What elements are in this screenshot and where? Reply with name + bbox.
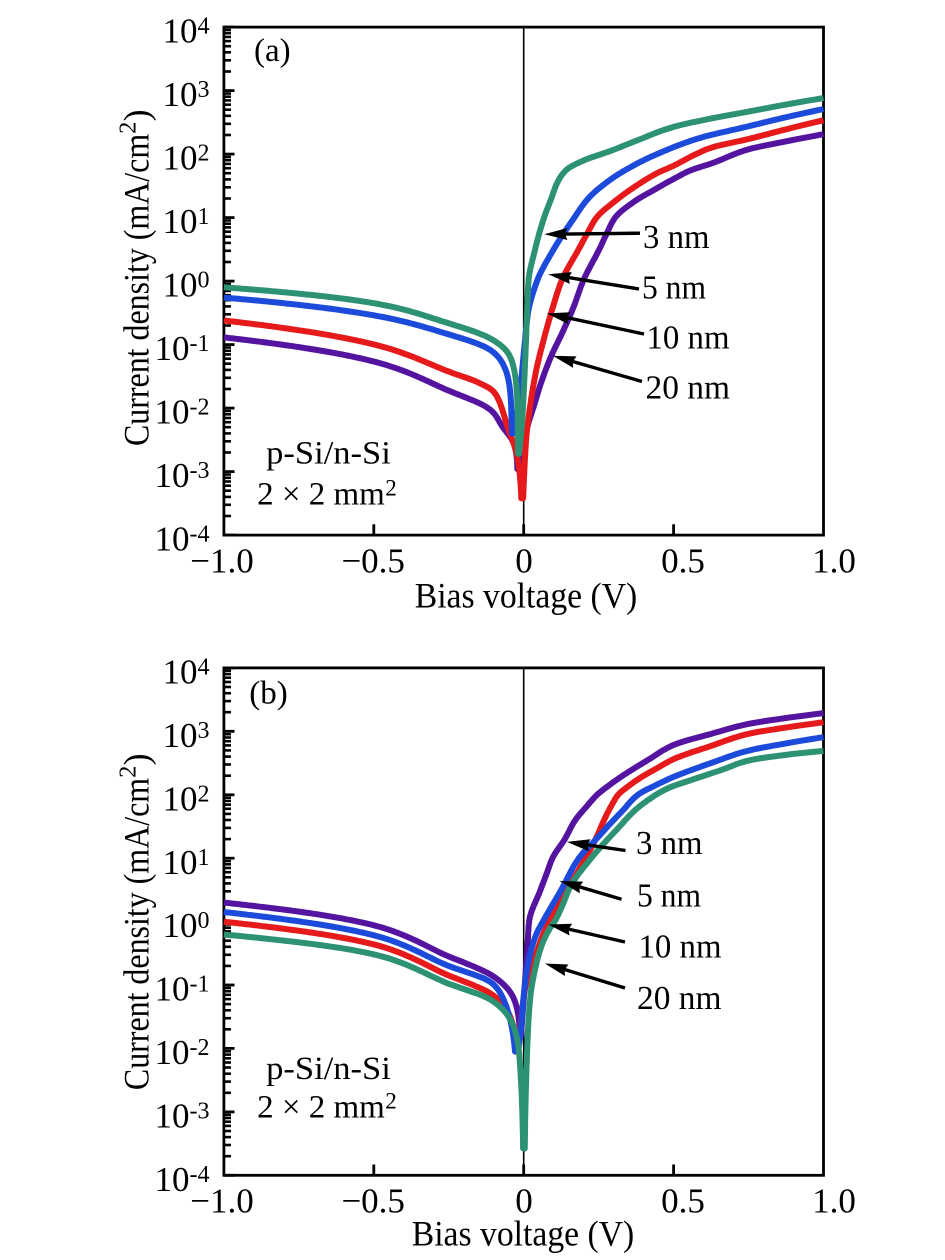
svg-text:(b): (b)	[249, 675, 287, 711]
svg-text:1.0: 1.0	[812, 542, 856, 581]
svg-text:2: 2	[115, 122, 142, 134]
svg-text:2: 2	[385, 475, 397, 500]
svg-text:3 nm: 3 nm	[636, 825, 703, 862]
svg-text:p-Si/n-Si: p-Si/n-Si	[266, 1051, 391, 1087]
svg-text:10-1: 10-1	[155, 970, 210, 1009]
svg-text:10 nm: 10 nm	[639, 929, 722, 966]
svg-text:Current density (mA/cm: Current density (mA/cm	[117, 134, 157, 446]
svg-text:−1.0: −1.0	[190, 1182, 254, 1221]
svg-text:Bias voltage (V): Bias voltage (V)	[412, 1213, 635, 1253]
svg-text:0.5: 0.5	[661, 542, 705, 581]
svg-text:−0.5: −0.5	[341, 542, 405, 581]
svg-text:0: 0	[515, 1182, 533, 1221]
svg-text:1.0: 1.0	[812, 1182, 856, 1221]
svg-text:20 nm: 20 nm	[637, 980, 722, 1017]
svg-text:20 nm: 20 nm	[646, 369, 731, 406]
svg-text:2 × 2 mm: 2 × 2 mm	[257, 476, 385, 512]
svg-text:Bias voltage (V): Bias voltage (V)	[415, 576, 638, 616]
svg-text:101: 101	[163, 202, 210, 241]
svg-text:2 × 2 mm: 2 × 2 mm	[257, 1089, 385, 1125]
svg-text:10 nm: 10 nm	[647, 320, 730, 357]
svg-text:−1.0: −1.0	[190, 542, 254, 581]
svg-text:): )	[117, 753, 157, 765]
svg-text:3 nm: 3 nm	[643, 219, 710, 256]
svg-text:(a): (a)	[254, 33, 291, 69]
svg-text:p-Si/n-Si: p-Si/n-Si	[266, 435, 391, 471]
svg-text:Current density (mA/cm: Current density (mA/cm	[117, 778, 157, 1090]
svg-text:10-3: 10-3	[155, 456, 210, 495]
svg-text:): )	[117, 109, 157, 121]
svg-text:0.5: 0.5	[661, 1182, 705, 1221]
svg-text:5 nm: 5 nm	[642, 269, 706, 306]
svg-text:10-2: 10-2	[155, 1033, 210, 1072]
svg-text:0: 0	[515, 542, 533, 581]
svg-text:10-1: 10-1	[155, 329, 210, 368]
svg-text:100: 100	[163, 906, 210, 945]
svg-text:5 nm: 5 nm	[637, 878, 701, 915]
svg-text:−0.5: −0.5	[341, 1182, 405, 1221]
svg-text:2: 2	[115, 766, 142, 778]
svg-text:2: 2	[385, 1088, 397, 1113]
